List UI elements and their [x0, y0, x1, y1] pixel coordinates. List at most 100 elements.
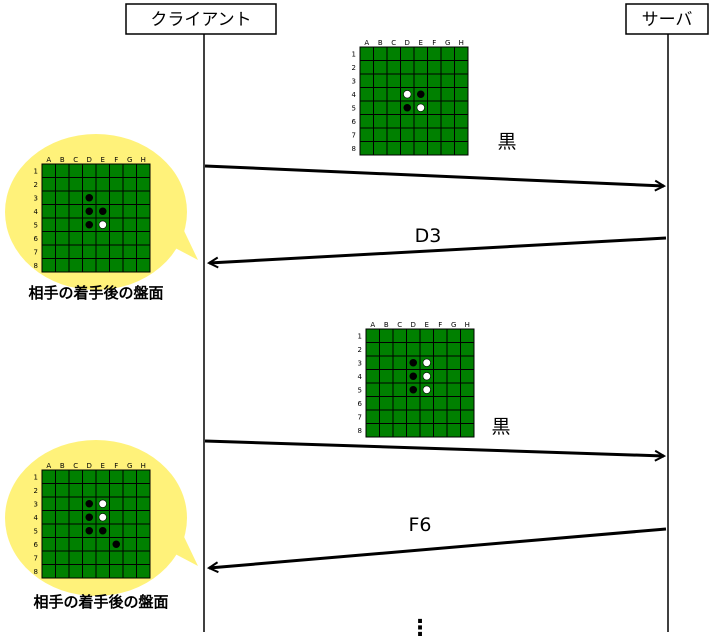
column-label: H — [459, 39, 464, 47]
row-label: 4 — [352, 91, 357, 99]
message-label-2: D3 — [415, 225, 442, 247]
black-stone — [112, 540, 121, 549]
column-label: G — [445, 39, 450, 47]
column-label: A — [370, 321, 375, 329]
row-label: 3 — [358, 359, 362, 367]
column-label: H — [141, 156, 146, 164]
bubble-tail — [160, 214, 198, 260]
row-label: 5 — [352, 104, 356, 112]
row-label: 8 — [358, 427, 362, 435]
bubble-caption-2: 相手の着手後の盤面 — [33, 593, 168, 611]
bubble-tail — [160, 520, 198, 566]
column-label: B — [60, 156, 65, 164]
row-label: 6 — [34, 541, 39, 549]
message-label-1: 黒 — [497, 131, 516, 153]
column-label: D — [405, 39, 410, 47]
row-label: 5 — [34, 527, 38, 535]
column-label: C — [73, 462, 78, 470]
black-stone — [85, 207, 94, 216]
column-label: F — [438, 321, 442, 329]
board-client-1: A B C D E F G H 1 2 3 4 5 6 7 8 — [34, 156, 151, 273]
row-label: 5 — [34, 221, 38, 229]
message-label-3: 黒 — [491, 416, 510, 438]
black-stone — [98, 207, 107, 216]
black-stone — [85, 193, 94, 202]
client-participant-box: クライアント — [125, 3, 277, 35]
server-label: サーバ — [642, 10, 693, 30]
black-stone — [409, 372, 418, 381]
column-label: F — [114, 156, 118, 164]
row-label: 2 — [34, 487, 38, 495]
column-label: E — [101, 462, 105, 470]
message-arrow-4 — [209, 527, 667, 568]
black-stone — [98, 526, 107, 535]
row-label: 1 — [352, 50, 356, 58]
column-label: D — [87, 156, 92, 164]
row-label: 7 — [352, 131, 356, 139]
white-stone — [422, 358, 431, 367]
message-arrow-2 — [209, 236, 667, 263]
message-arrow-3 — [204, 439, 664, 456]
row-label: 1 — [34, 167, 38, 175]
message-label-4: F6 — [408, 514, 431, 536]
white-stone — [422, 372, 431, 381]
column-label: F — [432, 39, 436, 47]
row-label: 7 — [34, 554, 38, 562]
row-label: 3 — [34, 500, 38, 508]
column-label: H — [465, 321, 470, 329]
white-stone — [98, 513, 107, 522]
row-label: 8 — [352, 145, 356, 153]
black-stone — [403, 103, 412, 112]
row-label: 8 — [34, 262, 38, 270]
black-stone — [85, 220, 94, 229]
black-stone — [409, 358, 418, 367]
column-label: E — [101, 156, 105, 164]
column-label: G — [127, 462, 132, 470]
column-label: C — [73, 156, 78, 164]
row-label: 2 — [358, 346, 362, 354]
white-stone — [403, 90, 412, 99]
black-stone — [85, 513, 94, 522]
row-label: 8 — [34, 568, 38, 576]
server-participant-box: サーバ — [625, 3, 709, 35]
black-stone — [409, 385, 418, 394]
row-label: 7 — [358, 413, 362, 421]
row-label: 1 — [358, 332, 362, 340]
row-label: 7 — [34, 248, 38, 256]
row-label: 4 — [34, 514, 39, 522]
row-label: 4 — [34, 208, 39, 216]
column-label: D — [411, 321, 416, 329]
client-label: クライアント — [150, 10, 251, 30]
column-label: F — [114, 462, 118, 470]
column-label: H — [141, 462, 146, 470]
column-label: B — [60, 462, 65, 470]
board-client-2: A B C D E F G H 1 2 3 4 5 6 7 8 — [34, 462, 151, 579]
column-label: C — [397, 321, 402, 329]
board-server-1: A B C D E F G H 1 2 3 4 5 6 7 8 — [352, 39, 469, 156]
black-stone — [85, 499, 94, 508]
row-label: 6 — [352, 118, 357, 126]
column-label: E — [419, 39, 423, 47]
row-label: 6 — [34, 235, 39, 243]
column-label: E — [425, 321, 429, 329]
column-label: A — [364, 39, 369, 47]
row-label: 3 — [34, 194, 38, 202]
white-stone — [98, 220, 107, 229]
column-label: G — [127, 156, 132, 164]
row-label: 2 — [352, 64, 356, 72]
column-label: B — [384, 321, 389, 329]
row-label: 2 — [34, 181, 38, 189]
row-label: 3 — [352, 77, 356, 85]
row-label: 6 — [358, 400, 363, 408]
column-label: G — [451, 321, 456, 329]
column-label: A — [46, 156, 51, 164]
column-label: A — [46, 462, 51, 470]
black-stone — [416, 90, 425, 99]
row-label: 4 — [358, 373, 363, 381]
column-label: C — [391, 39, 396, 47]
row-label: 5 — [358, 386, 362, 394]
column-label: B — [378, 39, 383, 47]
message-arrow-1 — [204, 164, 664, 186]
continuation-ellipsis: ⋮ — [409, 616, 431, 639]
